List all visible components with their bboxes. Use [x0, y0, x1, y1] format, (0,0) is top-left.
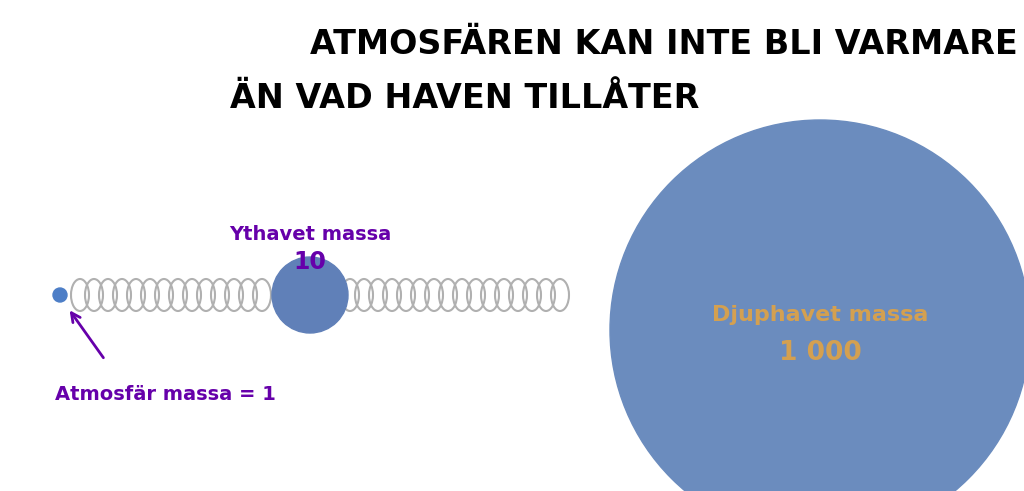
Text: ÄN VAD HAVEN TILLÅTER: ÄN VAD HAVEN TILLÅTER	[230, 82, 699, 115]
Text: 10: 10	[294, 250, 327, 274]
Text: Ythavet massa: Ythavet massa	[229, 225, 391, 244]
Text: Atmosfär massa = 1: Atmosfär massa = 1	[55, 385, 275, 404]
Text: ATMOSFÄREN KAN INTE BLI VARMARE: ATMOSFÄREN KAN INTE BLI VARMARE	[310, 28, 1018, 61]
Ellipse shape	[610, 120, 1024, 491]
Ellipse shape	[53, 288, 67, 302]
Ellipse shape	[272, 257, 348, 333]
Text: Djuphavet massa: Djuphavet massa	[712, 305, 928, 325]
Text: 1 000: 1 000	[778, 340, 861, 366]
